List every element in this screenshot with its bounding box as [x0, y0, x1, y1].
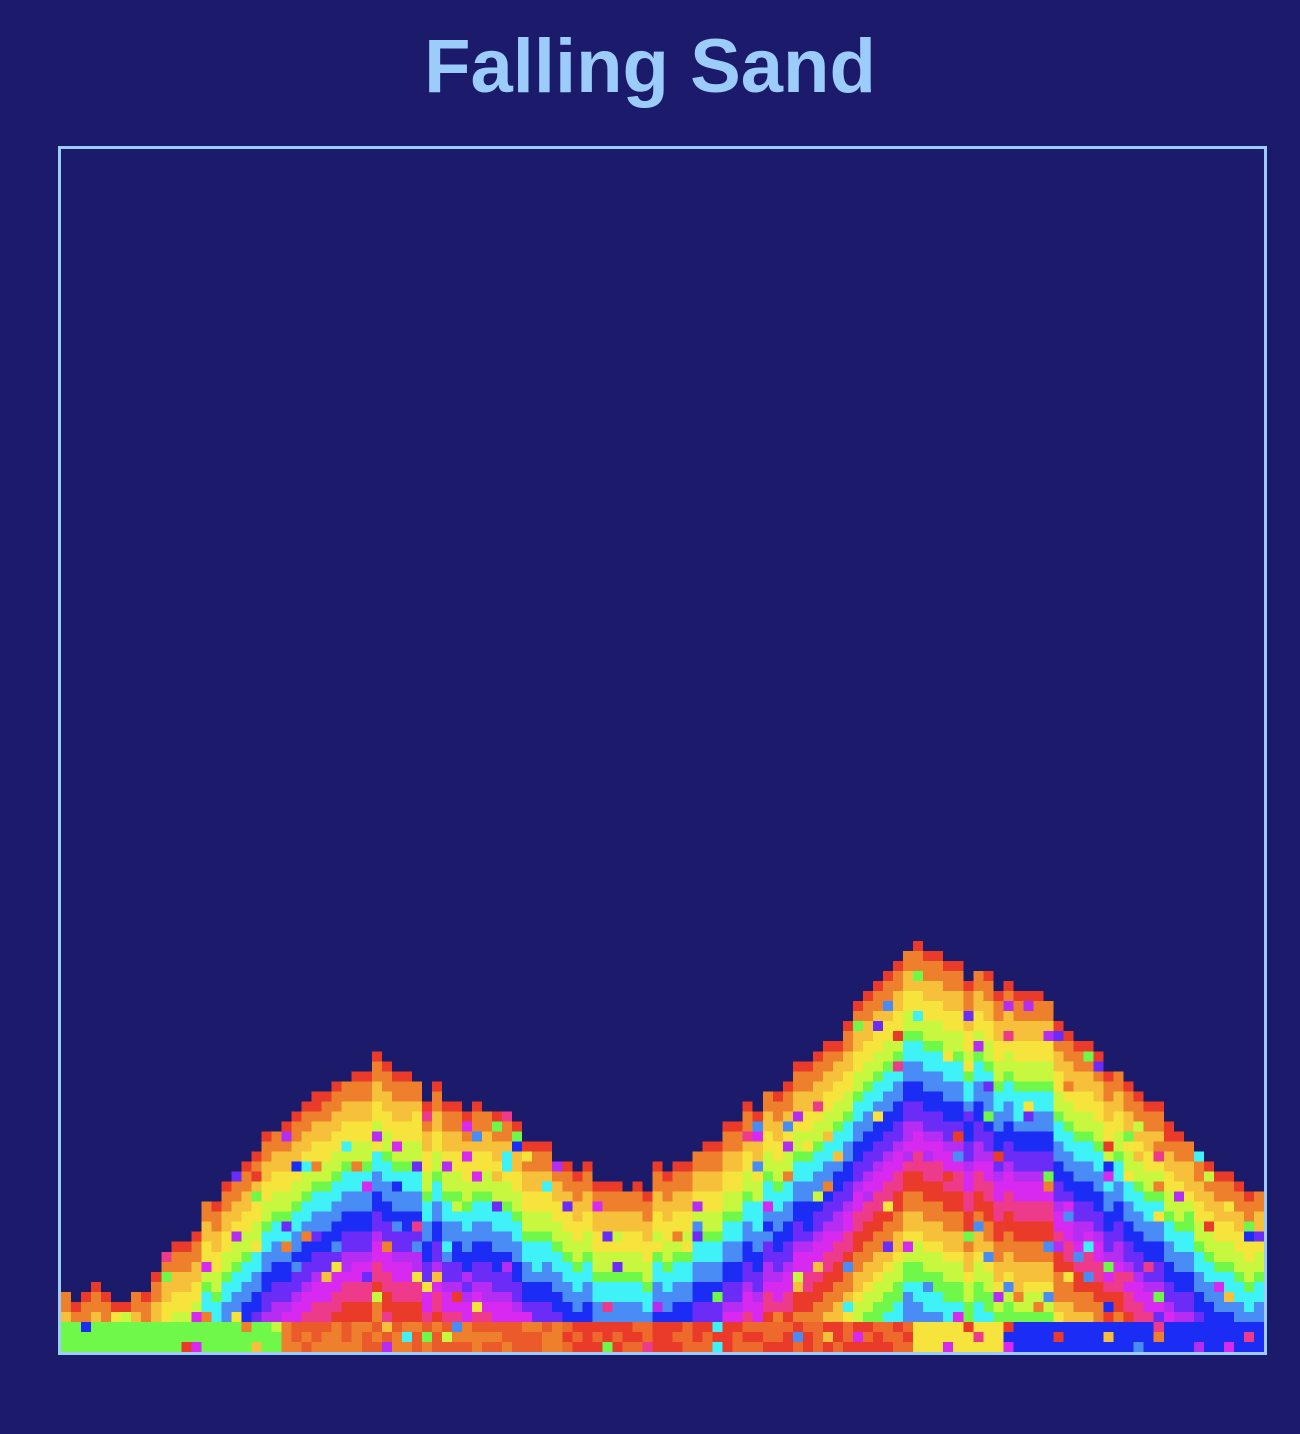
sand-canvas-frame[interactable]	[58, 146, 1267, 1355]
sand-canvas[interactable]	[61, 149, 1264, 1352]
page-title: Falling Sand	[424, 24, 876, 109]
